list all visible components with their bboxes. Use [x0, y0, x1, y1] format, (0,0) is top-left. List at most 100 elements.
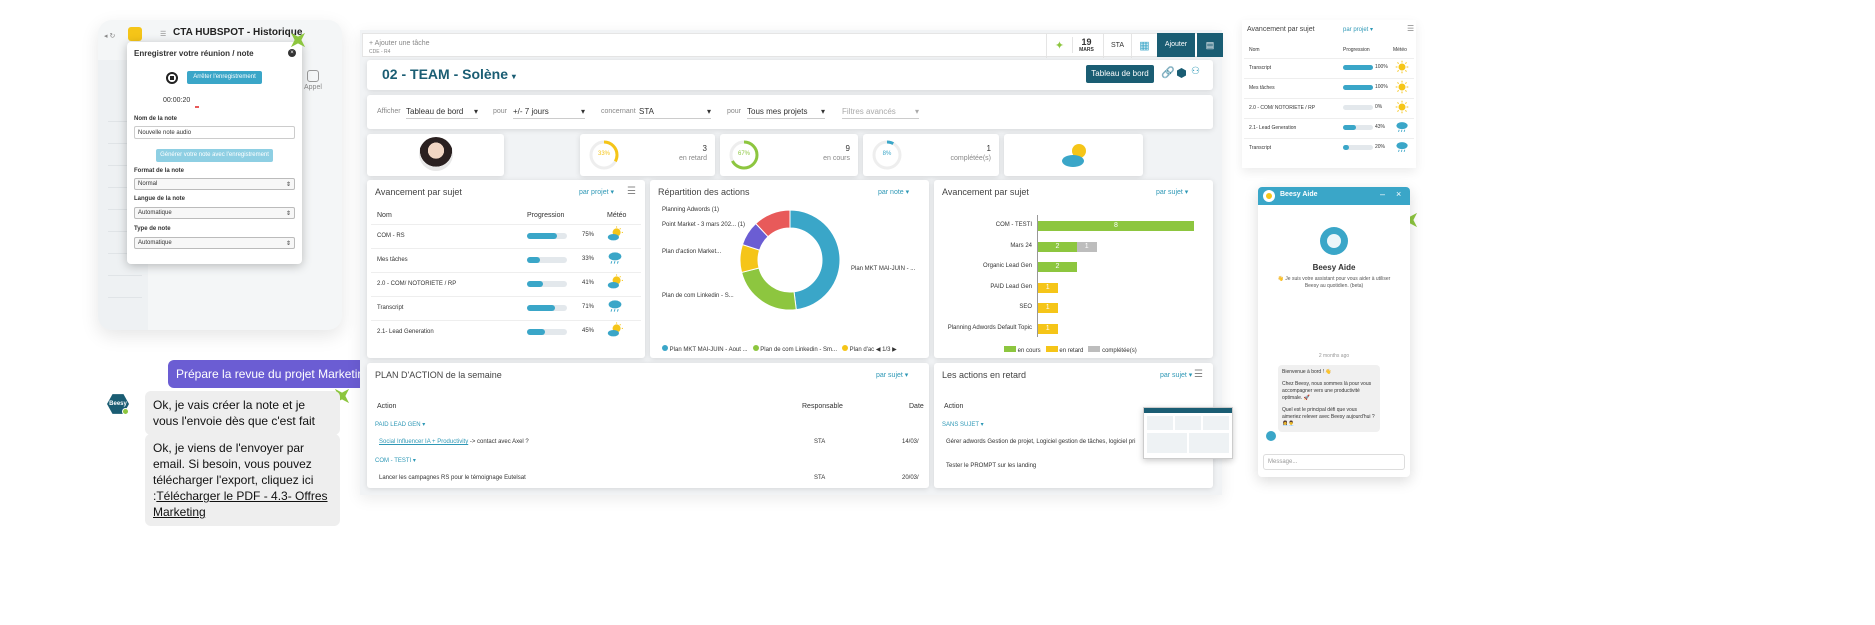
- close-icon[interactable]: ×: [288, 49, 296, 57]
- table-row[interactable]: [1244, 118, 1414, 138]
- next-page-icon[interactable]: ▶: [892, 347, 897, 353]
- bar-segment[interactable]: 2: [1038, 262, 1077, 272]
- col-name: Nom: [1249, 47, 1260, 53]
- bar-segment[interactable]: 1: [1038, 282, 1058, 293]
- filter-value: par projet: [579, 189, 609, 196]
- col-weather: Météo: [1393, 47, 1407, 53]
- progress-pct: 41%: [582, 280, 595, 286]
- beesy-aide-panel: Beesy Aide – × Beesy Aide 👋 Je suis votr…: [1258, 187, 1410, 477]
- action-plan-filter[interactable]: par sujet ▾: [876, 372, 909, 379]
- note-icon: ☰: [160, 31, 167, 38]
- table-row[interactable]: Social Influencer IA + Productivity -> c…: [379, 439, 529, 445]
- stop-recording-button[interactable]: Arrêter l'enregistrement: [187, 71, 262, 84]
- donut-label: Plan de com Linkedin - S...: [662, 293, 734, 299]
- window-controls[interactable]: ◂ ↻: [104, 33, 116, 40]
- filter-icon[interactable]: ☰: [627, 186, 636, 197]
- rain-icon: [1396, 122, 1408, 133]
- prev-page-icon[interactable]: ◀: [875, 347, 881, 353]
- stat-label: en cours: [823, 155, 850, 162]
- minimize-icon[interactable]: –: [1380, 189, 1386, 199]
- add-button[interactable]: Ajouter: [1157, 33, 1195, 57]
- add-task-input[interactable]: + Ajouter une tâche: [369, 40, 430, 47]
- date-cell: 14/03/: [902, 439, 919, 445]
- group-label: COM - TESTI: [375, 458, 412, 464]
- subject-progress-filter[interactable]: par projet ▾: [579, 189, 615, 196]
- ai-sparkle-icon[interactable]: ✦: [1046, 34, 1072, 58]
- period-select[interactable]: +/- 7 jours ▾: [513, 107, 585, 119]
- concern-select[interactable]: STA ▾: [639, 107, 711, 119]
- team-icon[interactable]: ⚇: [1191, 66, 1200, 77]
- progress-pct: 71%: [582, 304, 595, 310]
- grid-view-icon[interactable]: ▦: [1131, 34, 1157, 58]
- modal-title: Enregistrer votre réunion / note: [134, 49, 254, 58]
- dashboard-button[interactable]: Tableau de bord: [1086, 65, 1154, 83]
- group-header[interactable]: PAID LEAD GEN ▾: [375, 422, 426, 428]
- for-label: pour: [727, 108, 742, 115]
- team-title[interactable]: 02 - TEAM - Solène ▾: [382, 66, 516, 82]
- subject-progress-title: Avancement par sujet: [375, 187, 462, 197]
- action-link[interactable]: Social Influencer IA + Productivity: [379, 439, 469, 445]
- bot-message: Ok, je viens de l'envoyer par email. Si …: [145, 434, 340, 526]
- sun-cloud-icon: [1062, 144, 1086, 167]
- progress-pct: 100%: [1375, 64, 1388, 70]
- table-row[interactable]: [371, 320, 641, 342]
- table-row[interactable]: [371, 248, 641, 270]
- cube-icon[interactable]: [1177, 68, 1186, 78]
- table-row[interactable]: [371, 224, 641, 246]
- call-button[interactable]: Appel: [304, 70, 322, 91]
- table-row[interactable]: [1244, 138, 1414, 158]
- show-select[interactable]: Tableau de bord ▾: [406, 107, 478, 119]
- type-select[interactable]: Automatique ⇕: [134, 237, 295, 249]
- late-actions-filter[interactable]: par sujet ▾: [1160, 372, 1193, 379]
- user-filter[interactable]: STA: [1103, 34, 1131, 58]
- bar-segment[interactable]: 8: [1038, 221, 1194, 231]
- progress-bar: [1343, 105, 1373, 110]
- phone-icon: [306, 70, 319, 82]
- document-icon[interactable]: ▤: [1197, 33, 1223, 57]
- table-row[interactable]: [1244, 98, 1414, 118]
- page-header: 02 - TEAM - Solène ▾ Tableau de bord 🔗 ⚇: [367, 60, 1213, 90]
- generate-note-button[interactable]: Générer votre note avec l'enregistrement: [156, 149, 273, 162]
- project-select[interactable]: Tous mes projets ▾: [747, 107, 825, 119]
- table-row[interactable]: Tester le PROMPT sur les landing: [946, 463, 1037, 469]
- col-responsible: Responsable: [802, 403, 843, 410]
- format-value: Normal: [138, 181, 158, 187]
- bar-segment[interactable]: 1: [1077, 241, 1097, 252]
- filter-icon[interactable]: ☰: [1194, 369, 1203, 380]
- download-pdf-link[interactable]: Télécharger le PDF - 4.3- Offres Marketi…: [153, 489, 328, 519]
- sun-cloud-icon: [607, 226, 623, 241]
- note-name-input[interactable]: Nouvelle note audio: [134, 126, 295, 139]
- link-icon[interactable]: 🔗: [1161, 67, 1175, 79]
- subject-bars-filter[interactable]: par sujet ▾: [1156, 189, 1189, 196]
- advanced-filters-select[interactable]: Filtres avancés ▾: [842, 107, 919, 119]
- dashboard-thumbnail[interactable]: [1143, 407, 1233, 459]
- actions-split-filter[interactable]: par note ▾: [878, 189, 910, 196]
- table-row[interactable]: [1244, 58, 1414, 78]
- bar-segment[interactable]: 2: [1038, 241, 1077, 252]
- format-select[interactable]: Normal ⇕: [134, 178, 295, 190]
- table-row[interactable]: [371, 272, 641, 294]
- group-header[interactable]: SANS SUJET ▾: [942, 422, 984, 428]
- message-input[interactable]: Message...: [1263, 454, 1405, 470]
- donut-slice[interactable]: [755, 209, 791, 238]
- col-action: Action: [377, 403, 397, 410]
- progress-fill: [527, 281, 544, 287]
- bar-segment[interactable]: 1: [1038, 323, 1058, 334]
- close-icon[interactable]: ×: [1396, 189, 1402, 199]
- donut-slice[interactable]: [740, 267, 797, 311]
- filter-value: par sujet: [1156, 189, 1183, 196]
- stop-icon[interactable]: [166, 72, 178, 84]
- widget-filter[interactable]: par projet ▾: [1343, 27, 1374, 33]
- table-row[interactable]: [371, 296, 641, 318]
- sun-cloud-icon: [607, 274, 623, 289]
- date-picker[interactable]: 19 MARS: [1072, 37, 1100, 53]
- donut-slice[interactable]: [789, 209, 841, 311]
- table-row[interactable]: [1244, 78, 1414, 98]
- filter-icon[interactable]: ☰: [1407, 24, 1415, 33]
- responsible-cell: STA: [814, 475, 826, 481]
- language-select[interactable]: Automatique ⇕: [134, 207, 295, 219]
- group-header[interactable]: COM - TESTI ▾: [375, 458, 416, 464]
- table-row[interactable]: Lancer les campagnes RS pour le témoigna…: [379, 475, 526, 481]
- bar-segment[interactable]: 1: [1038, 303, 1058, 313]
- table-row[interactable]: Gérer adwords Gestion de projet, Logicie…: [946, 439, 1136, 445]
